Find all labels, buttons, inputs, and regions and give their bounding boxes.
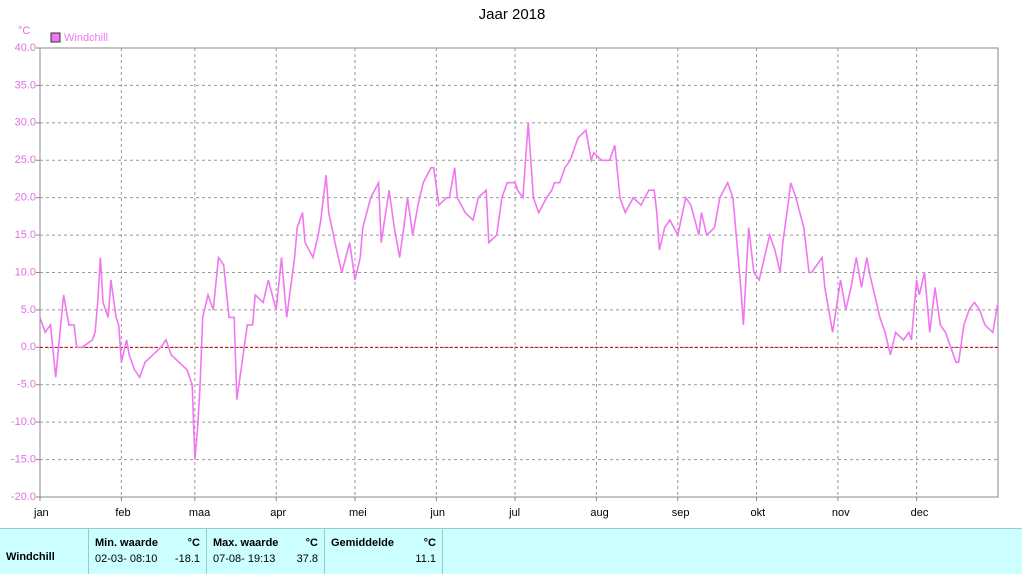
x-tick-label: aug [590,507,608,519]
series-line [39,122,999,460]
y-tick-label: -20.0 [11,491,36,503]
stats-header: Gemiddelde [331,537,394,549]
x-tick-label: sep [672,507,690,519]
chart: Jaar 2018 °C 40.0 35.0 30.0 25.0 20.0 15.0 10.… [11,6,999,519]
x-tick-label: maa [189,507,211,519]
y-tick-label: -10.0 [11,416,36,428]
y-tick-label: 30.0 [15,117,36,129]
row-label: Windchill [6,551,55,563]
stats-cell: Min. waarde °C 02-03- 08:10 -18.1 [89,529,207,574]
y-tick-label: 10.0 [15,266,36,278]
x-tick-label: jul [508,507,520,519]
y-tick-label: 5.0 [21,304,36,316]
legend-label: Windchill [64,32,108,44]
y-tick-label: -5.0 [17,379,36,391]
stats-time: 02-03- 08:10 [95,553,158,565]
stats-unit: °C [423,537,436,549]
x-tick-label: jan [33,507,49,519]
y-tick-label: 35.0 [15,79,36,91]
y-tick-label: 40.0 [15,42,36,54]
y-axis-label: °C [18,25,30,37]
stats-header: Max. waarde [213,537,279,549]
y-tick-label: 0.0 [21,341,36,353]
y-tick-label: -15.0 [11,453,36,465]
stats-cell: Gemiddelde °C 11.1 [325,529,443,574]
y-tick-label: 15.0 [15,229,36,241]
x-tick-label: feb [115,507,130,519]
stats-unit: °C [187,537,200,549]
stats-value: -18.1 [174,553,200,565]
row-label-cell: Windchill [0,529,89,574]
y-tick-label: 20.0 [15,192,36,204]
stats-value: 11.1 [415,553,436,565]
x-tick-label: apr [270,507,286,519]
y-tick-label: 25.0 [15,154,36,166]
x-tick-label: dec [911,507,929,519]
stats-value: 37.8 [296,553,318,565]
stats-time: 07-08- 19:13 [213,553,276,565]
chart-title: Jaar 2018 [479,6,546,23]
stats-table: Windchill Min. waarde °C 02-03- 08:10 -18.1… [0,528,1022,574]
x-tick-label: mei [349,507,367,519]
x-tick-label: jun [429,507,445,519]
legend-swatch [50,32,61,43]
stats-unit: °C [305,537,318,549]
x-tick-label: okt [751,507,766,519]
x-tick-label: nov [832,507,850,519]
stats-header: Min. waarde [95,537,158,549]
stats-cell: Max. waarde °C 07-08- 19:13 37.8 [207,529,325,574]
